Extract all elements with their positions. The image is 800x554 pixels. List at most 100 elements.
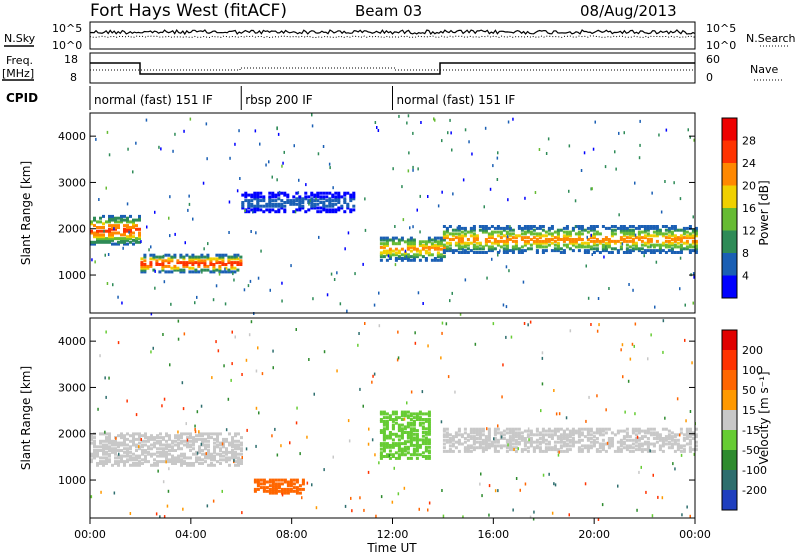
heatmap-cell — [427, 247, 431, 251]
heatmap-cell — [247, 284, 250, 288]
heatmap-cell — [545, 152, 548, 155]
heatmap-cell — [424, 412, 428, 416]
heatmap-cell — [161, 263, 165, 266]
heatmap-cell — [583, 446, 587, 450]
heatmap-cell — [277, 489, 281, 493]
heatmap-cell — [117, 237, 120, 241]
heatmap-cell — [544, 234, 548, 238]
heatmap-cell — [94, 260, 96, 264]
heatmap-cell — [295, 487, 299, 491]
heatmap-cell — [547, 448, 551, 452]
heatmap-cell — [604, 249, 608, 253]
heatmap-cell — [209, 263, 213, 266]
heatmap-cell — [418, 418, 422, 421]
heatmap-cell — [394, 253, 398, 257]
heatmap-cell — [427, 240, 431, 244]
heatmap-cell — [604, 238, 608, 241]
heatmap-cell — [182, 268, 186, 272]
colorbar-swatch — [722, 208, 737, 231]
heatmap-cell — [397, 255, 401, 259]
heatmap-cell — [526, 230, 530, 234]
heatmap-cell — [448, 433, 452, 437]
heatmap-cell — [233, 257, 237, 261]
heatmap-cell — [204, 447, 207, 451]
heatmap-cell — [619, 449, 623, 453]
heatmap-cell — [262, 199, 266, 203]
heatmap-cell — [484, 239, 488, 243]
heatmap-cell — [219, 452, 222, 456]
heatmap-cell — [388, 255, 392, 259]
heatmap-cell — [460, 234, 464, 238]
heatmap-cell — [292, 199, 296, 203]
heatmap-cell — [159, 454, 162, 458]
heatmap-cell — [117, 463, 120, 467]
heatmap-cell — [418, 258, 422, 262]
heatmap-cell — [688, 249, 692, 253]
heatmap-cell — [550, 435, 554, 439]
heatmap-cell — [253, 210, 257, 214]
heatmap-cell — [439, 255, 443, 259]
heatmap-cell — [156, 454, 159, 458]
heatmap-cell — [554, 483, 557, 487]
heatmap-cell — [221, 263, 225, 266]
heatmap-cell — [147, 460, 150, 464]
heatmap-cell — [123, 462, 126, 465]
heatmap-cell — [343, 201, 347, 204]
heatmap-cell — [323, 468, 325, 472]
heatmap-cell — [185, 263, 189, 266]
heatmap-cell — [102, 443, 105, 447]
heatmap-cell — [541, 382, 544, 386]
heatmap-cell — [120, 441, 123, 445]
heatmap-cell — [132, 238, 135, 242]
heatmap-cell — [424, 242, 428, 246]
heatmap-cell — [397, 443, 401, 447]
heatmap-cell — [645, 490, 647, 494]
heatmap-cell — [255, 231, 257, 235]
heatmap-cell — [409, 412, 413, 416]
heatmap-cell — [128, 230, 130, 234]
heatmap-cell — [679, 234, 683, 238]
heatmap-cell — [655, 226, 659, 230]
heatmap-cell — [494, 489, 497, 493]
heatmap-cell — [177, 460, 180, 464]
heatmap-cell — [628, 449, 632, 453]
colorbar-swatch — [722, 390, 737, 410]
heatmap-cell — [670, 243, 674, 247]
heatmap-cell — [478, 446, 482, 450]
heatmap-cell — [268, 489, 272, 493]
heatmap-cell — [140, 257, 144, 261]
heatmap-cell — [108, 218, 111, 222]
heatmap-cell — [221, 257, 225, 261]
heatmap-cell — [198, 430, 200, 434]
heatmap-cell — [472, 228, 476, 232]
heatmap-cell — [532, 517, 535, 521]
heatmap-cell — [583, 228, 587, 232]
heatmap-cell — [298, 204, 302, 208]
heatmap-cell — [194, 424, 196, 428]
heatmap-cell — [331, 202, 335, 206]
heatmap-cell — [146, 264, 150, 268]
heatmap-cell — [412, 427, 416, 431]
heatmap-cell — [400, 257, 404, 260]
heatmap-cell — [664, 437, 668, 440]
heatmap-cell — [207, 450, 210, 454]
heatmap-cell — [415, 449, 419, 453]
heatmap-cell — [688, 448, 692, 452]
heatmap-cell — [228, 458, 231, 462]
heatmap-cell — [138, 436, 141, 440]
heatmap-cell — [234, 439, 237, 443]
heatmap-cell — [162, 333, 164, 336]
heatmap-cell — [90, 454, 93, 458]
heatmap-cell — [469, 228, 473, 232]
x-tick-label: 00:00 — [679, 528, 711, 541]
heatmap-cell — [658, 437, 662, 440]
heatmap-cell — [523, 448, 527, 452]
heatmap-cell — [135, 141, 137, 145]
heatmap-cell — [102, 439, 105, 443]
heatmap-cell — [169, 363, 171, 367]
heatmap-cell — [213, 437, 216, 441]
heatmap-cell — [571, 433, 575, 437]
heatmap-cell — [409, 431, 413, 434]
heatmap-cell — [271, 434, 273, 438]
heatmap-cell — [123, 441, 126, 445]
